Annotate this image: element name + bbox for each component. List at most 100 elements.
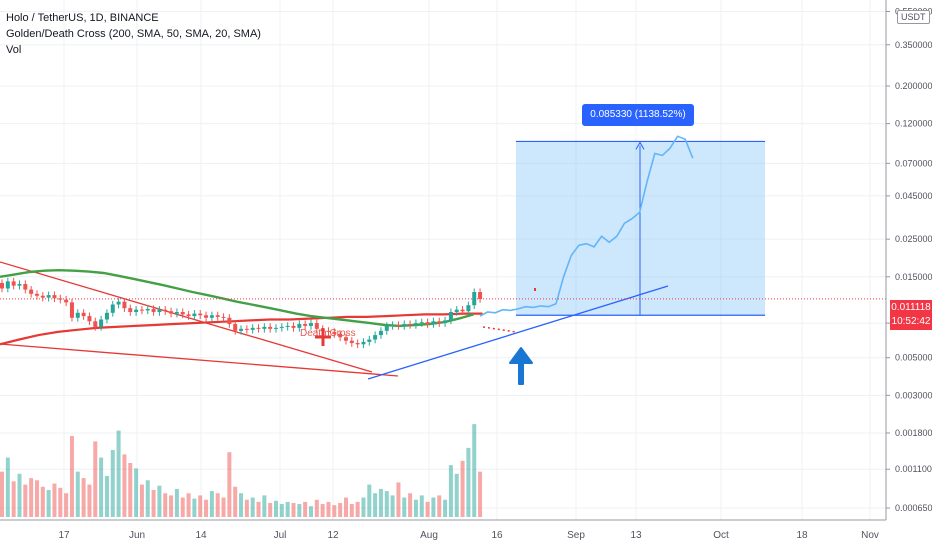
volume-bar [338,502,343,517]
volume-bar [478,471,483,517]
candle-body [390,324,395,326]
candle-body [466,305,471,312]
measure-tool[interactable] [516,140,765,316]
y-tick-label: 0.005000 [895,353,932,363]
y-tick-label: 0.000650 [895,503,932,513]
volume-bar [209,491,214,517]
candle-body [46,295,51,298]
candle-body [163,309,168,312]
volume-bar [396,482,401,517]
candle-body [297,324,302,328]
volume-bar [443,499,448,517]
x-tick-label: 18 [796,530,808,541]
axes: 0.5500000.3500000.2000000.1200000.070000… [0,0,932,541]
volume-bar [308,506,313,517]
candle-body [314,323,319,329]
volume-bars [0,424,483,517]
candle-body [413,323,418,325]
candle-body [437,321,442,324]
candle-body [250,327,255,330]
candle-body [40,295,45,298]
volume-bar [425,501,430,517]
candle-body [303,324,308,326]
symbol-title[interactable]: Holo / TetherUS, 1D, BINANCE [6,12,159,24]
volume-bar [437,495,442,517]
x-tick-label: Jun [129,530,145,541]
candle-body [332,331,337,334]
candle-body [104,312,109,320]
candle-body [215,315,220,317]
countdown: 10:52:42 [891,316,931,327]
sma-extension [482,326,517,333]
volume-bar [250,497,255,517]
candle-body [233,324,238,331]
y-tick-label: 0.200000 [895,81,932,91]
candle-body [448,312,453,321]
sma-50-line [0,268,474,328]
candle-body [221,316,226,318]
volume-bar [221,497,226,517]
volume-bar [204,499,209,517]
candle-body [454,309,459,313]
candle-body [186,314,191,317]
y-tick-label: 0.025000 [895,234,932,244]
x-tick-label: Sep [567,530,585,541]
x-tick-label: 13 [630,530,642,541]
volume-bar [279,504,284,517]
candle-body [0,282,4,289]
candle-body [192,313,197,317]
volume-bar [0,471,4,517]
volume-bar [285,501,290,517]
volume-label[interactable]: Vol [6,44,22,56]
volume-bar [332,505,337,517]
volume-bar [34,480,39,517]
volume-bar [87,484,92,517]
indicator-label[interactable]: Golden/Death Cross (200, SMA, 50, SMA, 2… [6,28,261,40]
volume-bar [239,493,244,517]
volume-bar [431,497,436,517]
candle-body [169,311,174,314]
marker-dot [534,288,536,291]
volume-bar [233,486,238,517]
volume-bar [402,497,407,517]
volume-bar [361,497,366,517]
x-tick-label: 16 [491,530,503,541]
cross-label: Death Cross [300,328,356,339]
trendline-upper [0,261,373,373]
volume-bar [40,486,45,517]
volume-bar [303,501,308,517]
currency-badge[interactable]: USDT [897,10,930,24]
x-tick-label: Aug [420,530,438,541]
volume-bar [419,495,424,517]
volume-bar [104,475,109,517]
volume-bar [122,454,127,517]
volume-bar [180,497,185,517]
candle-body [425,322,430,325]
candle-body [268,326,273,329]
trendline-support [367,285,669,380]
last-price: 0.011118 [891,302,931,313]
volume-bar [58,487,63,517]
annotations: Death Cross [300,288,536,385]
candle-body [326,330,331,332]
volume-bar [134,468,139,517]
volume-bar [145,480,150,517]
candle-body [198,313,203,316]
volume-bar [472,424,477,517]
candle-body [128,308,133,313]
candle-body [93,321,98,327]
candle-body [145,308,150,311]
candle-body [110,304,115,313]
candle-body [139,309,144,311]
candle-body [478,292,483,299]
measure-label: 0.085330 (1138.52%) 85330 [582,104,694,142]
volume-bar [373,493,378,517]
volume-bar [99,457,104,517]
indicator-lines [0,135,886,380]
candle-body [367,339,372,342]
volume-bar [52,483,57,517]
volume-bar [413,499,418,517]
volume-bar [390,495,395,517]
